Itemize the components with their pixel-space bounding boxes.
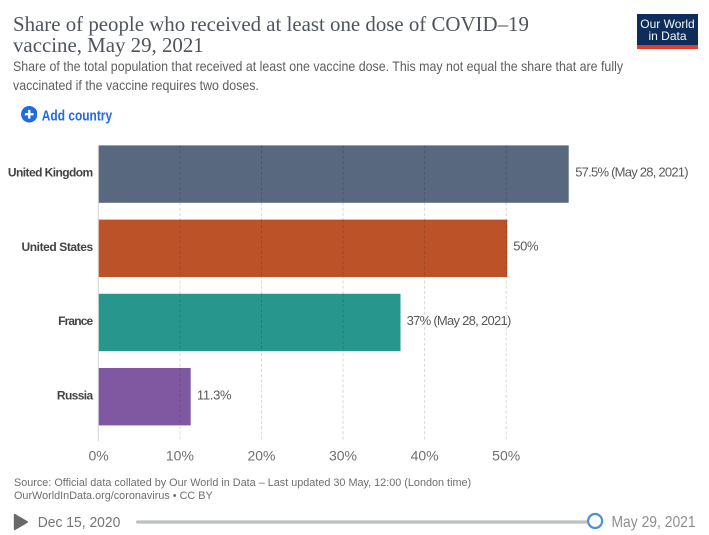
svg-text:0%: 0% <box>88 448 108 464</box>
svg-text:United Kingdom: United Kingdom <box>8 166 93 180</box>
svg-text:50%: 50% <box>492 448 520 464</box>
svg-text:Russia: Russia <box>57 388 94 402</box>
svg-text:United States: United States <box>22 240 94 254</box>
svg-text:Dec 15, 2020: Dec 15, 2020 <box>38 514 121 531</box>
svg-text:37% (May 28, 2021): 37% (May 28, 2021) <box>407 313 512 328</box>
svg-text:30%: 30% <box>329 448 357 464</box>
svg-text:20%: 20% <box>247 448 275 464</box>
svg-text:11.3%: 11.3% <box>197 387 232 402</box>
svg-text:40%: 40% <box>411 448 439 464</box>
svg-text:Add country: Add country <box>42 108 113 125</box>
svg-text:France: France <box>58 314 93 328</box>
svg-text:57.5% (May 28, 2021): 57.5% (May 28, 2021) <box>575 164 688 179</box>
svg-text:50%: 50% <box>513 239 539 254</box>
svg-text:10%: 10% <box>166 448 194 464</box>
svg-text:May 29, 2021: May 29, 2021 <box>612 514 696 531</box>
